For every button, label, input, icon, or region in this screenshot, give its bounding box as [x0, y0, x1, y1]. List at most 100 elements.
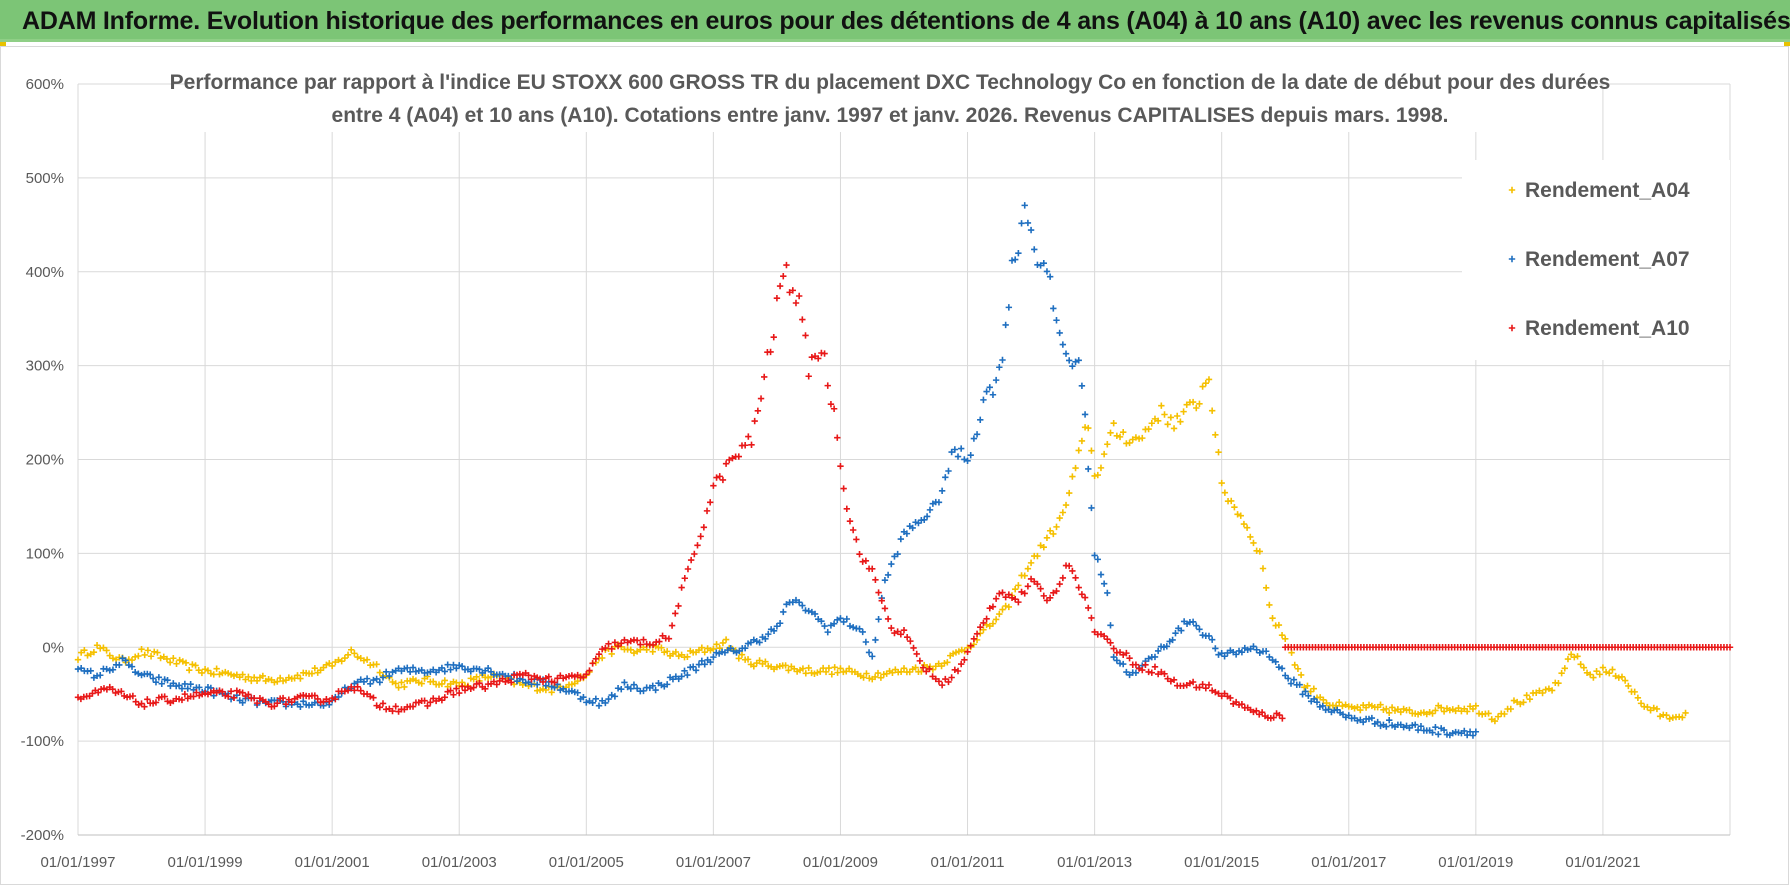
data-point	[1170, 425, 1178, 432]
chart-title-line2: entre 4 (A04) et 10 ans (A10). Cotations…	[332, 104, 1449, 127]
data-point	[789, 287, 797, 294]
data-point	[1132, 661, 1140, 668]
data-point	[427, 699, 434, 706]
data-point	[386, 672, 393, 680]
data-point	[738, 651, 746, 658]
data-point	[754, 407, 762, 415]
data-point	[822, 668, 830, 676]
data-point	[665, 635, 673, 642]
data-point	[1034, 580, 1041, 588]
data-point	[376, 669, 384, 676]
data-point	[776, 620, 784, 627]
data-point	[802, 332, 809, 339]
data-point	[970, 641, 978, 648]
data-point	[849, 526, 857, 534]
data-point	[1024, 565, 1032, 572]
data-point	[821, 350, 828, 357]
data-point	[1031, 246, 1038, 253]
data-point	[1040, 259, 1047, 267]
data-point	[713, 474, 720, 481]
data-point	[1386, 709, 1393, 716]
data-point	[846, 622, 854, 630]
data-point	[545, 673, 552, 680]
data-point	[373, 675, 380, 683]
data-point	[756, 639, 763, 646]
data-point	[1279, 715, 1286, 722]
data-point	[618, 686, 625, 693]
data-point	[1332, 702, 1340, 709]
data-point	[1587, 671, 1594, 678]
data-point	[1145, 425, 1152, 433]
data-point	[1005, 591, 1013, 598]
data-point	[1463, 708, 1471, 715]
data-point	[176, 656, 183, 664]
data-point	[1069, 567, 1076, 575]
y-tick-label: -200%	[21, 827, 64, 844]
data-point	[701, 661, 708, 668]
data-point	[954, 667, 962, 675]
data-point	[1520, 699, 1527, 706]
data-point	[348, 683, 355, 691]
data-point	[1212, 431, 1219, 438]
report-banner: ADAM Informe. Evolution historique des p…	[0, 0, 1790, 42]
data-point	[1491, 717, 1499, 725]
data-point	[409, 703, 417, 710]
data-point	[444, 661, 451, 668]
data-point	[999, 589, 1006, 596]
data-point	[178, 696, 186, 704]
series-Rendement_A10	[74, 261, 1734, 722]
data-point	[1066, 489, 1073, 497]
data-point	[250, 694, 258, 702]
data-point	[1005, 304, 1013, 311]
data-point	[1097, 464, 1105, 472]
data-point	[1075, 447, 1082, 454]
data-point	[288, 698, 295, 706]
data-point	[1189, 618, 1197, 625]
data-point	[147, 671, 154, 678]
data-point	[684, 671, 691, 679]
data-point	[163, 655, 171, 663]
data-point	[179, 658, 187, 665]
data-point	[245, 673, 252, 681]
data-point	[395, 684, 402, 691]
data-point	[1231, 503, 1238, 511]
data-point	[458, 683, 466, 690]
data-point	[1259, 565, 1267, 572]
data-point	[1116, 433, 1124, 441]
data-point	[672, 610, 679, 617]
data-point	[103, 665, 110, 673]
data-point	[980, 396, 987, 404]
data-point	[379, 700, 387, 707]
data-point	[332, 696, 339, 703]
data-point	[297, 675, 304, 682]
data-point	[598, 654, 606, 662]
data-point	[1110, 419, 1117, 427]
data-point	[1602, 668, 1610, 676]
data-point	[1414, 726, 1422, 734]
data-point	[1262, 648, 1270, 655]
data-point	[239, 699, 246, 706]
data-point	[1046, 273, 1054, 280]
data-point	[862, 557, 870, 565]
data-point	[1164, 421, 1171, 428]
data-point	[999, 606, 1006, 613]
data-point	[357, 687, 364, 694]
data-point	[698, 644, 706, 651]
data-point	[152, 699, 160, 706]
data-point	[834, 669, 841, 676]
x-tick-label: 01/01/2007	[676, 854, 751, 871]
data-point	[830, 405, 838, 412]
data-point	[421, 697, 428, 704]
data-point	[799, 316, 806, 323]
data-point	[1078, 591, 1086, 598]
data-point	[853, 536, 860, 543]
data-point	[589, 699, 596, 706]
data-point	[87, 667, 94, 674]
data-point	[592, 695, 600, 703]
x-tick-label: 01/01/2003	[422, 854, 497, 871]
data-point	[846, 517, 854, 525]
data-point	[1305, 692, 1312, 700]
data-point	[373, 661, 380, 668]
data-point	[884, 571, 892, 579]
